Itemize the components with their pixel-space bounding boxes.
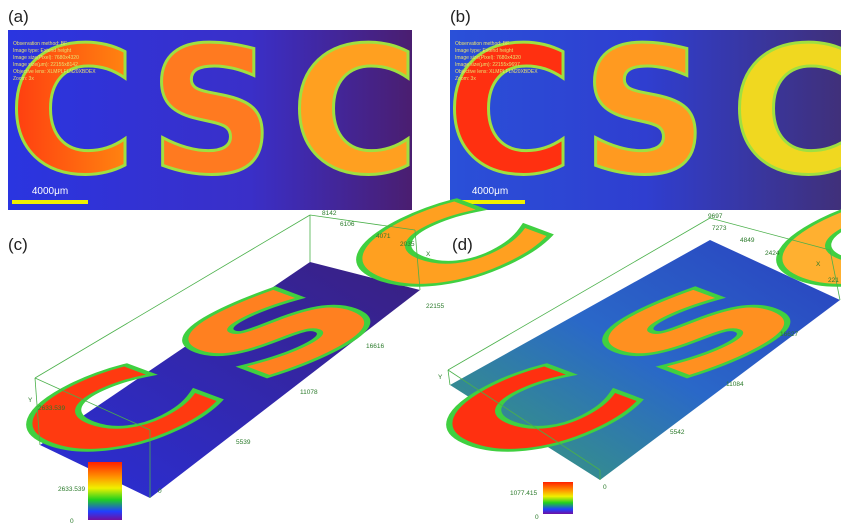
info-text: Observation method: BF	[455, 41, 509, 47]
letter: C	[731, 11, 841, 214]
wireframe	[448, 370, 450, 385]
axis-label: 6106	[340, 221, 355, 228]
axis-label: 2424	[765, 250, 780, 257]
info-text: Objective lens: XLMPLFLN20XBDEX	[455, 69, 538, 75]
color-bar	[88, 462, 122, 520]
info-text: Zoom: 3x	[455, 76, 476, 82]
axis-label: 11084	[726, 381, 744, 388]
info-text: Image size(μm): 22155x9697	[455, 62, 520, 68]
axis-label: 0	[70, 518, 74, 525]
axis-label: X	[816, 261, 821, 268]
axis-label: 16627	[780, 331, 798, 338]
info-text: Image size(μm): 22155x8142	[13, 62, 78, 68]
info-text: Objective lens: XLMPLFLN20XBDEX	[13, 69, 96, 75]
axis-label: 5539	[236, 439, 251, 446]
panel-label: (c)	[8, 235, 28, 254]
axis-label: X	[426, 251, 431, 258]
axis-label: 0	[603, 484, 607, 491]
axis-label: Y	[28, 397, 33, 404]
info-text: Image size(Pixel): 7680x4320	[455, 55, 521, 61]
axis-label: 221	[828, 277, 839, 284]
axis-label: 22155	[426, 303, 444, 310]
scale-bar-label: 4000μm	[472, 186, 508, 197]
info-text: Zoom: 3x	[13, 76, 34, 82]
info-text: Image type: Extend height	[455, 48, 514, 54]
axis-label: 2035	[400, 241, 415, 248]
axis-label: 0	[158, 488, 162, 495]
axis-label: 2633.539	[38, 405, 65, 412]
letter: C	[291, 11, 419, 214]
info-text: Observation method: BF	[13, 41, 67, 47]
color-bar	[543, 482, 573, 514]
letter: S	[149, 11, 275, 214]
axis-label: 4071	[376, 233, 391, 240]
axis-label: 16616	[366, 343, 384, 350]
axis-label: 1077.415	[510, 490, 537, 497]
axis-label: 7273	[712, 225, 727, 232]
axis-label: 0	[535, 514, 539, 521]
info-text: Image type: Extend height	[13, 48, 72, 54]
axis-label: 4849	[740, 237, 755, 244]
letter: S	[582, 11, 708, 214]
axis-label: 5542	[670, 429, 685, 436]
figure: (a)CSCObservation method: BFImage type: …	[0, 0, 841, 528]
axis-label: 11078	[300, 389, 318, 396]
scale-bar-label: 4000μm	[32, 186, 68, 197]
axis-label: 2633.539	[58, 486, 85, 493]
axis-label: Y	[438, 374, 443, 381]
info-text: Image size(Pixel): 7680x4320	[13, 55, 79, 61]
axis-label: 9697	[708, 213, 723, 220]
axis-label: 8142	[322, 210, 337, 217]
panel-label: (d)	[452, 235, 473, 254]
